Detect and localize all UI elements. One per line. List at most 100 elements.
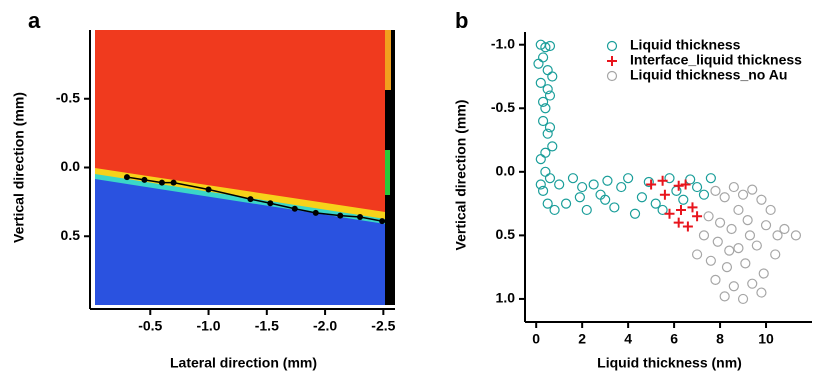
y-axis-label: Vertical direction (mm) xyxy=(11,92,27,243)
point xyxy=(631,209,640,218)
point xyxy=(739,190,748,199)
point xyxy=(679,195,688,204)
profile-point xyxy=(357,214,363,220)
point xyxy=(739,294,748,303)
point xyxy=(699,190,708,199)
point xyxy=(734,205,743,214)
point xyxy=(711,275,720,284)
point xyxy=(676,205,686,215)
point xyxy=(568,174,577,183)
point-shape xyxy=(665,209,675,219)
point xyxy=(660,190,670,200)
point xyxy=(706,174,715,183)
point xyxy=(575,193,584,202)
profile-point xyxy=(171,180,177,186)
heatmap xyxy=(95,30,395,305)
point xyxy=(741,259,750,268)
point xyxy=(699,231,708,240)
legend-marker xyxy=(607,56,617,66)
legend-marker xyxy=(608,42,617,51)
point xyxy=(766,205,775,214)
point xyxy=(555,180,564,189)
y-tick-label: 0.0 xyxy=(61,158,81,174)
point-shape xyxy=(676,205,686,215)
point xyxy=(745,231,754,240)
point xyxy=(727,225,736,234)
point xyxy=(534,59,543,68)
point-shape xyxy=(687,202,697,212)
point-shape xyxy=(660,190,670,200)
point xyxy=(541,167,550,176)
legend-marker xyxy=(608,72,617,81)
point-shape xyxy=(692,211,702,221)
point xyxy=(771,250,780,259)
point xyxy=(687,202,697,212)
point-shape xyxy=(674,218,684,228)
point xyxy=(752,241,761,250)
point xyxy=(683,221,693,231)
panel-label: b xyxy=(455,8,468,33)
point xyxy=(692,211,702,221)
y-tick-label: 0.0 xyxy=(496,163,516,179)
point xyxy=(536,155,545,164)
series xyxy=(693,183,801,304)
point xyxy=(704,212,713,221)
legend-marker-shape xyxy=(607,56,617,66)
y-tick-label: -0.5 xyxy=(491,99,515,115)
point xyxy=(693,250,702,259)
point xyxy=(711,186,720,195)
y-tick-label: 0.5 xyxy=(496,226,516,242)
panel-label: a xyxy=(28,8,41,33)
point xyxy=(791,231,800,240)
legend-label: Liquid thickness xyxy=(630,37,741,53)
point xyxy=(757,288,766,297)
point xyxy=(674,181,684,191)
point xyxy=(617,183,626,192)
point xyxy=(748,185,757,194)
point xyxy=(603,176,612,185)
point xyxy=(722,263,731,272)
x-tick-label: 8 xyxy=(716,331,724,347)
point xyxy=(541,148,550,157)
point xyxy=(729,282,738,291)
legend-label: Interface_liquid thickness xyxy=(630,52,802,68)
y-tick-label: -0.5 xyxy=(56,89,80,105)
profile-point xyxy=(124,174,130,180)
point-shape xyxy=(683,221,693,231)
profile-point xyxy=(247,196,253,202)
x-tick-label: 6 xyxy=(670,331,678,347)
point xyxy=(713,237,722,246)
point xyxy=(762,221,771,230)
profile-point xyxy=(206,187,212,193)
x-tick-label: -2.0 xyxy=(313,318,337,334)
profile-point xyxy=(267,200,273,206)
heatmap-edge-orange xyxy=(385,30,391,90)
profile-point xyxy=(159,180,165,186)
point xyxy=(589,180,598,189)
point xyxy=(562,199,571,208)
point xyxy=(759,269,768,278)
x-tick-label: -1.5 xyxy=(255,318,279,334)
point xyxy=(665,209,675,219)
point xyxy=(693,183,702,192)
point xyxy=(780,225,789,234)
point xyxy=(624,174,633,183)
point xyxy=(720,193,729,202)
figure: aLateral direction (mm)Vertical directio… xyxy=(0,0,813,375)
point xyxy=(578,183,587,192)
point-shape xyxy=(646,180,656,190)
point xyxy=(686,175,695,184)
point xyxy=(734,244,743,253)
point xyxy=(543,66,552,75)
point xyxy=(757,195,766,204)
y-tick-label: -1.0 xyxy=(491,35,515,51)
profile-point xyxy=(337,213,343,219)
x-tick-label: -1.0 xyxy=(196,318,220,334)
x-tick-label: 4 xyxy=(624,331,632,347)
point xyxy=(658,176,668,186)
point xyxy=(725,246,734,255)
point xyxy=(729,183,738,192)
x-tick-label: 10 xyxy=(758,331,774,347)
point xyxy=(610,203,619,212)
point-shape xyxy=(681,180,691,190)
